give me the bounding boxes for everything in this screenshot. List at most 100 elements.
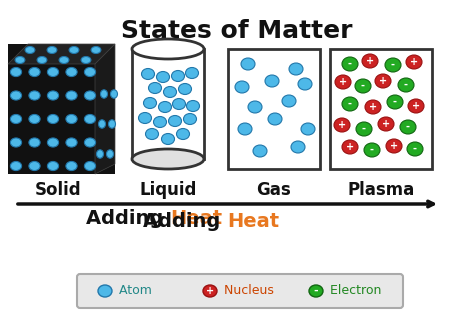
Ellipse shape [156,71,170,83]
Ellipse shape [47,67,59,77]
Ellipse shape [400,120,416,134]
Bar [228,49,320,169]
Text: -: - [391,60,395,70]
Text: -: - [348,99,352,109]
Ellipse shape [10,114,22,124]
Text: +: + [366,56,374,66]
Ellipse shape [387,95,403,109]
Ellipse shape [10,91,22,100]
Ellipse shape [29,91,40,100]
Ellipse shape [386,139,402,153]
Ellipse shape [144,97,156,109]
Ellipse shape [265,75,279,87]
Text: Heat: Heat [170,209,222,228]
Ellipse shape [10,67,22,77]
Ellipse shape [309,285,323,297]
Text: +: + [410,57,418,67]
Ellipse shape [66,138,77,147]
Ellipse shape [253,145,267,157]
Ellipse shape [84,138,96,147]
Ellipse shape [84,114,96,124]
Text: Liquid: Liquid [139,181,197,199]
Ellipse shape [66,114,77,124]
Ellipse shape [406,55,422,69]
Text: -: - [348,59,352,69]
Text: Atom: Atom [115,285,152,297]
Ellipse shape [168,115,182,126]
Ellipse shape [99,120,106,128]
Ellipse shape [298,78,312,90]
Ellipse shape [176,129,190,139]
Ellipse shape [172,70,184,82]
Ellipse shape [158,102,172,113]
Text: +: + [390,141,398,151]
Text: +: + [206,286,214,296]
Text: Adding: Adding [143,212,227,231]
Ellipse shape [378,117,394,131]
Ellipse shape [268,113,282,125]
Ellipse shape [235,81,249,93]
Ellipse shape [282,95,296,107]
Ellipse shape [84,91,96,100]
Text: Electron: Electron [326,285,382,297]
Ellipse shape [29,67,40,77]
Bar [330,49,432,169]
Ellipse shape [364,143,380,157]
Ellipse shape [107,150,113,158]
Ellipse shape [238,123,252,135]
Ellipse shape [186,100,200,112]
Ellipse shape [132,39,204,59]
Ellipse shape [29,162,40,170]
Ellipse shape [15,57,25,63]
Ellipse shape [342,57,358,71]
Text: Solid: Solid [35,181,82,199]
Ellipse shape [142,68,155,80]
Ellipse shape [10,162,22,170]
Ellipse shape [66,162,77,170]
Ellipse shape [132,149,204,169]
Ellipse shape [47,46,57,54]
Ellipse shape [241,58,255,70]
Ellipse shape [183,114,197,124]
Ellipse shape [154,116,166,128]
Text: States of Matter: States of Matter [121,19,353,43]
Text: -: - [406,122,410,132]
Ellipse shape [342,140,358,154]
Text: Plasma: Plasma [347,181,415,199]
Ellipse shape [100,90,108,98]
Ellipse shape [84,162,96,170]
Ellipse shape [138,113,152,123]
Ellipse shape [148,83,162,93]
Text: +: + [339,77,347,87]
Text: -: - [362,124,366,134]
Ellipse shape [407,142,423,156]
Ellipse shape [47,162,59,170]
Ellipse shape [335,75,351,89]
Ellipse shape [164,87,176,97]
Ellipse shape [355,79,371,93]
Text: Nucleus: Nucleus [220,285,274,297]
Ellipse shape [248,101,262,113]
Polygon shape [95,44,115,174]
FancyBboxPatch shape [77,274,403,308]
Ellipse shape [47,138,59,147]
Bar [132,49,204,159]
Text: +: + [346,142,354,152]
Ellipse shape [29,138,40,147]
Polygon shape [8,44,115,64]
Text: -: - [413,144,417,154]
FancyBboxPatch shape [8,44,115,174]
Text: +: + [338,120,346,130]
Text: Gas: Gas [256,181,292,199]
Ellipse shape [301,123,315,135]
Ellipse shape [398,78,414,92]
Text: -: - [361,81,365,91]
Ellipse shape [162,134,174,144]
Ellipse shape [66,91,77,100]
Text: +: + [379,76,387,86]
Text: +: + [382,119,390,129]
Ellipse shape [59,57,69,63]
Text: -: - [393,97,397,107]
Ellipse shape [25,46,35,54]
Ellipse shape [203,285,217,297]
